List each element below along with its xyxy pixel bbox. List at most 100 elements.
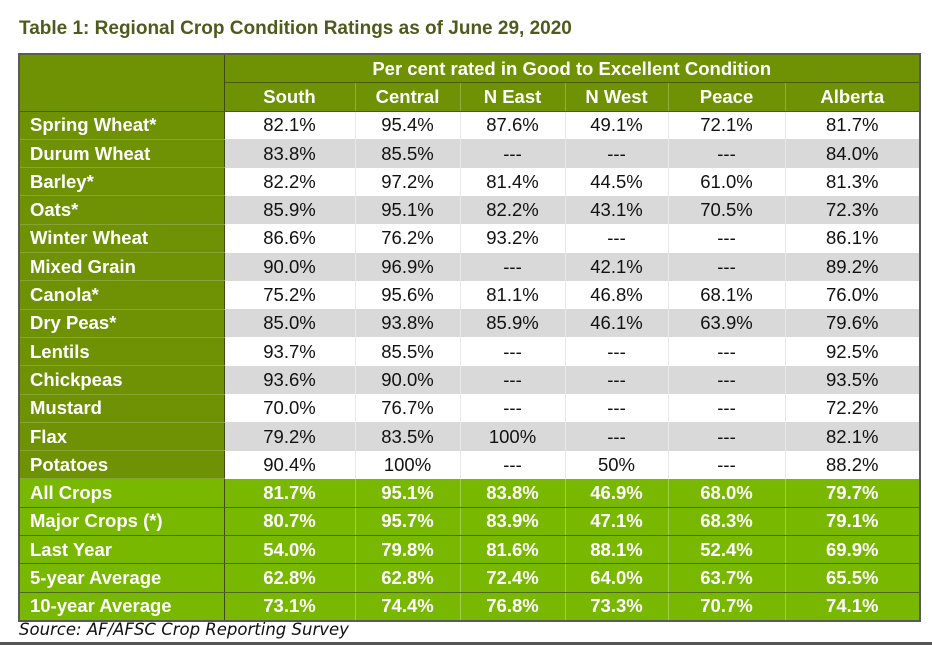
cell-value: 92.5% xyxy=(784,337,921,366)
row-label: All Crops xyxy=(19,478,225,508)
cell-value: 93.8% xyxy=(354,309,460,338)
bottom-divider xyxy=(0,642,932,645)
cell-value: --- xyxy=(459,450,565,479)
cell-value: 68.3% xyxy=(667,507,785,537)
cell-value: 76.8% xyxy=(459,592,565,622)
summary-row: 5-year Average 62.8% 62.8% 72.4% 64.0% 63.7% 6… xyxy=(19,563,921,593)
summary-row: Last Year 54.0% 79.8% 81.6% 88.1% 52.4% 69.9% xyxy=(19,535,921,565)
row-label: Last Year xyxy=(19,535,225,565)
row-label: Barley* xyxy=(19,167,225,197)
cell-value: 93.6% xyxy=(223,365,355,395)
cell-value: --- xyxy=(459,139,565,168)
cell-value: 100% xyxy=(354,450,460,479)
cell-value: 74.1% xyxy=(784,592,921,622)
column-header: N West xyxy=(564,82,668,112)
cell-value: 63.9% xyxy=(667,309,785,338)
cell-value: 86.1% xyxy=(784,224,921,253)
cell-value: 74.4% xyxy=(354,592,460,622)
cell-value: 72.2% xyxy=(784,394,921,423)
cell-value: 90.0% xyxy=(223,252,355,281)
cell-value: 76.2% xyxy=(354,224,460,253)
cell-value: 81.4% xyxy=(459,167,565,196)
row-label: Oats* xyxy=(19,195,225,225)
cell-value: --- xyxy=(564,337,668,366)
cell-value: 70.7% xyxy=(667,592,785,622)
row-label: Mixed Grain xyxy=(19,252,225,282)
cell-value: --- xyxy=(667,422,785,451)
cell-value: 82.1% xyxy=(223,111,355,140)
cell-value: --- xyxy=(564,422,668,451)
cell-value: 44.5% xyxy=(564,167,668,196)
cell-value: 89.2% xyxy=(784,252,921,281)
cell-value: --- xyxy=(564,394,668,423)
cell-value: 68.0% xyxy=(667,478,785,508)
cell-value: 70.0% xyxy=(223,394,355,423)
cell-value: 65.5% xyxy=(784,563,921,593)
cell-value: 97.2% xyxy=(354,167,460,196)
cell-value: 76.0% xyxy=(784,280,921,310)
row-label: Chickpeas xyxy=(19,365,225,395)
cell-value: 87.6% xyxy=(459,111,565,140)
crop-row: Chickpeas 93.6% 90.0% --- --- --- 93.5% xyxy=(19,365,921,395)
cell-value: 82.2% xyxy=(459,195,565,225)
cell-value: 93.5% xyxy=(784,365,921,395)
row-label: Potatoes xyxy=(19,450,225,480)
cell-value: --- xyxy=(667,337,785,366)
column-header: Peace xyxy=(667,82,785,112)
cell-value: 85.9% xyxy=(223,195,355,225)
cell-value: --- xyxy=(667,365,785,395)
cell-value: 82.1% xyxy=(784,422,921,451)
cell-value: 81.6% xyxy=(459,535,565,565)
cell-value: 73.3% xyxy=(564,592,668,622)
cell-value: --- xyxy=(459,365,565,395)
crop-row: Mustard 70.0% 76.7% --- --- --- 72.2% xyxy=(19,394,921,423)
cell-value: 93.2% xyxy=(459,224,565,253)
cell-value: 83.8% xyxy=(459,478,565,508)
row-label: Mustard xyxy=(19,394,225,423)
column-header: Alberta xyxy=(784,82,921,112)
group-header: Per cent rated in Good to Excellent Cond… xyxy=(224,54,921,84)
row-label: Lentils xyxy=(19,337,225,367)
cell-value: 64.0% xyxy=(564,563,668,593)
cell-value: 62.8% xyxy=(223,563,355,593)
cell-value: --- xyxy=(667,450,785,479)
row-label: Flax xyxy=(19,422,225,452)
cell-value: 88.2% xyxy=(784,450,921,479)
cell-value: 69.9% xyxy=(784,535,921,565)
cell-value: --- xyxy=(667,139,785,168)
cell-value: 83.9% xyxy=(459,507,565,537)
summary-row: 10-year Average 73.1% 74.4% 76.8% 73.3% 70.7%… xyxy=(19,592,921,622)
cell-value: 90.4% xyxy=(223,450,355,479)
cell-value: 85.5% xyxy=(354,139,460,168)
cell-value: 43.1% xyxy=(564,195,668,225)
crop-row: Oats* 85.9% 95.1% 82.2% 43.1% 70.5% 72.3% xyxy=(19,195,921,225)
cell-value: 85.9% xyxy=(459,309,565,338)
table-title: Table 1: Regional Crop Condition Ratings… xyxy=(19,18,572,39)
cell-value: 79.2% xyxy=(223,422,355,451)
cell-value: 90.0% xyxy=(354,365,460,395)
cell-value: --- xyxy=(459,337,565,366)
crop-row: Potatoes 90.4% 100% --- 50% --- 88.2% xyxy=(19,450,921,480)
cell-value: 83.5% xyxy=(354,422,460,451)
cell-value: --- xyxy=(667,394,785,423)
crop-row: Mixed Grain 90.0% 96.9% --- 42.1% --- 89.2% xyxy=(19,252,921,282)
cell-value: 95.1% xyxy=(354,478,460,508)
cell-value: 46.1% xyxy=(564,309,668,338)
cell-value: 88.1% xyxy=(564,535,668,565)
cell-value: 76.7% xyxy=(354,394,460,423)
cell-value: 81.7% xyxy=(784,111,921,140)
row-label: 5-year Average xyxy=(19,563,225,593)
cell-value: --- xyxy=(667,224,785,253)
cell-value: 79.1% xyxy=(784,507,921,537)
cell-value: 62.8% xyxy=(354,563,460,593)
crop-row: Dry Peas* 85.0% 93.8% 85.9% 46.1% 63.9% 79.6% xyxy=(19,309,921,338)
column-header: Central xyxy=(354,82,460,112)
cell-value: 46.9% xyxy=(564,478,668,508)
cell-value: --- xyxy=(667,252,785,281)
column-header: South xyxy=(223,82,355,112)
cell-value: 42.1% xyxy=(564,252,668,281)
cell-value: --- xyxy=(564,365,668,395)
cell-value: 96.9% xyxy=(354,252,460,281)
source-note: Source: AF/AFSC Crop Reporting Survey xyxy=(19,620,349,639)
cell-value: 95.7% xyxy=(354,507,460,537)
